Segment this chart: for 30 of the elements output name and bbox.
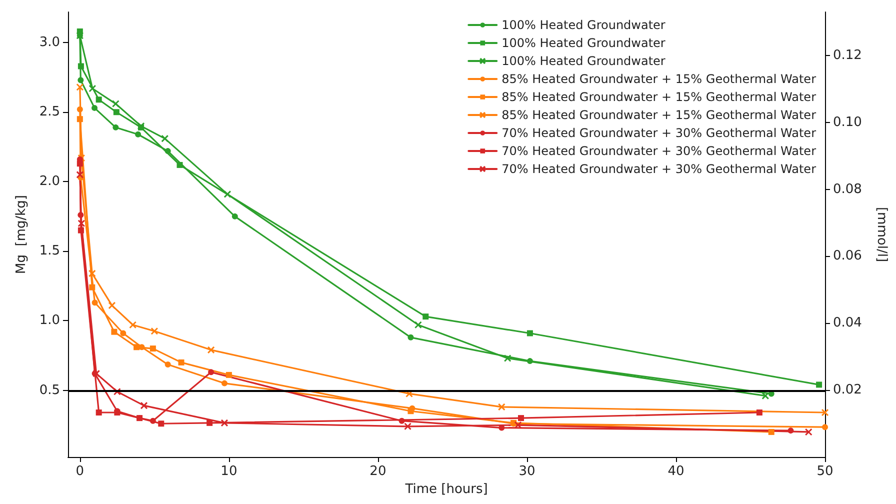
y-tick-label: 3.0 bbox=[39, 35, 60, 50]
y-tick-label: 2.0 bbox=[39, 174, 60, 190]
legend-label: 70% Heated Groundwater + 30% Geothermal Water bbox=[502, 144, 816, 158]
y2-tick-label: 0.08 bbox=[833, 182, 862, 197]
legend-label: 85% Heated Groundwater + 15% Geothermal Water bbox=[502, 108, 816, 122]
x-tick-label: 0 bbox=[76, 464, 84, 479]
y-tick-label: 0.5 bbox=[39, 382, 60, 398]
x-tick-label: 30 bbox=[518, 464, 536, 479]
y2-tick-label: 0.02 bbox=[833, 382, 862, 398]
x-axis-title: Time [hours] bbox=[404, 482, 488, 497]
legend-label: 70% Heated Groundwater + 30% Geothermal Water bbox=[502, 162, 816, 176]
y2-tick-label: 0.10 bbox=[833, 114, 862, 130]
x-tick-label: 40 bbox=[668, 464, 684, 479]
y2-tick-label: 0.04 bbox=[833, 316, 862, 331]
x-tick-label: 50 bbox=[816, 464, 834, 479]
legend-label: 100% Heated Groundwater bbox=[502, 54, 666, 68]
y-axis-title: Mg [mg/kg] bbox=[14, 195, 29, 274]
legend-label: 100% Heated Groundwater bbox=[502, 18, 666, 32]
x-tick-label: 20 bbox=[370, 464, 386, 479]
legend-label: 70% Heated Groundwater + 30% Geothermal Water bbox=[502, 126, 816, 140]
y-tick-label: 1.5 bbox=[39, 244, 60, 259]
legend-label: 85% Heated Groundwater + 15% Geothermal Water bbox=[502, 90, 816, 104]
legend-label: 85% Heated Groundwater + 15% Geothermal Water bbox=[502, 72, 816, 86]
y2-axis-title: [mmol/l] bbox=[874, 206, 889, 262]
y-tick-label: 2.5 bbox=[39, 104, 60, 120]
x-tick-label: 10 bbox=[220, 464, 238, 479]
y2-tick-label: 0.12 bbox=[833, 48, 862, 63]
y-tick-label: 1.0 bbox=[39, 313, 60, 328]
legend-label: 100% Heated Groundwater bbox=[502, 36, 666, 50]
y2-tick-label: 0.06 bbox=[833, 248, 862, 264]
